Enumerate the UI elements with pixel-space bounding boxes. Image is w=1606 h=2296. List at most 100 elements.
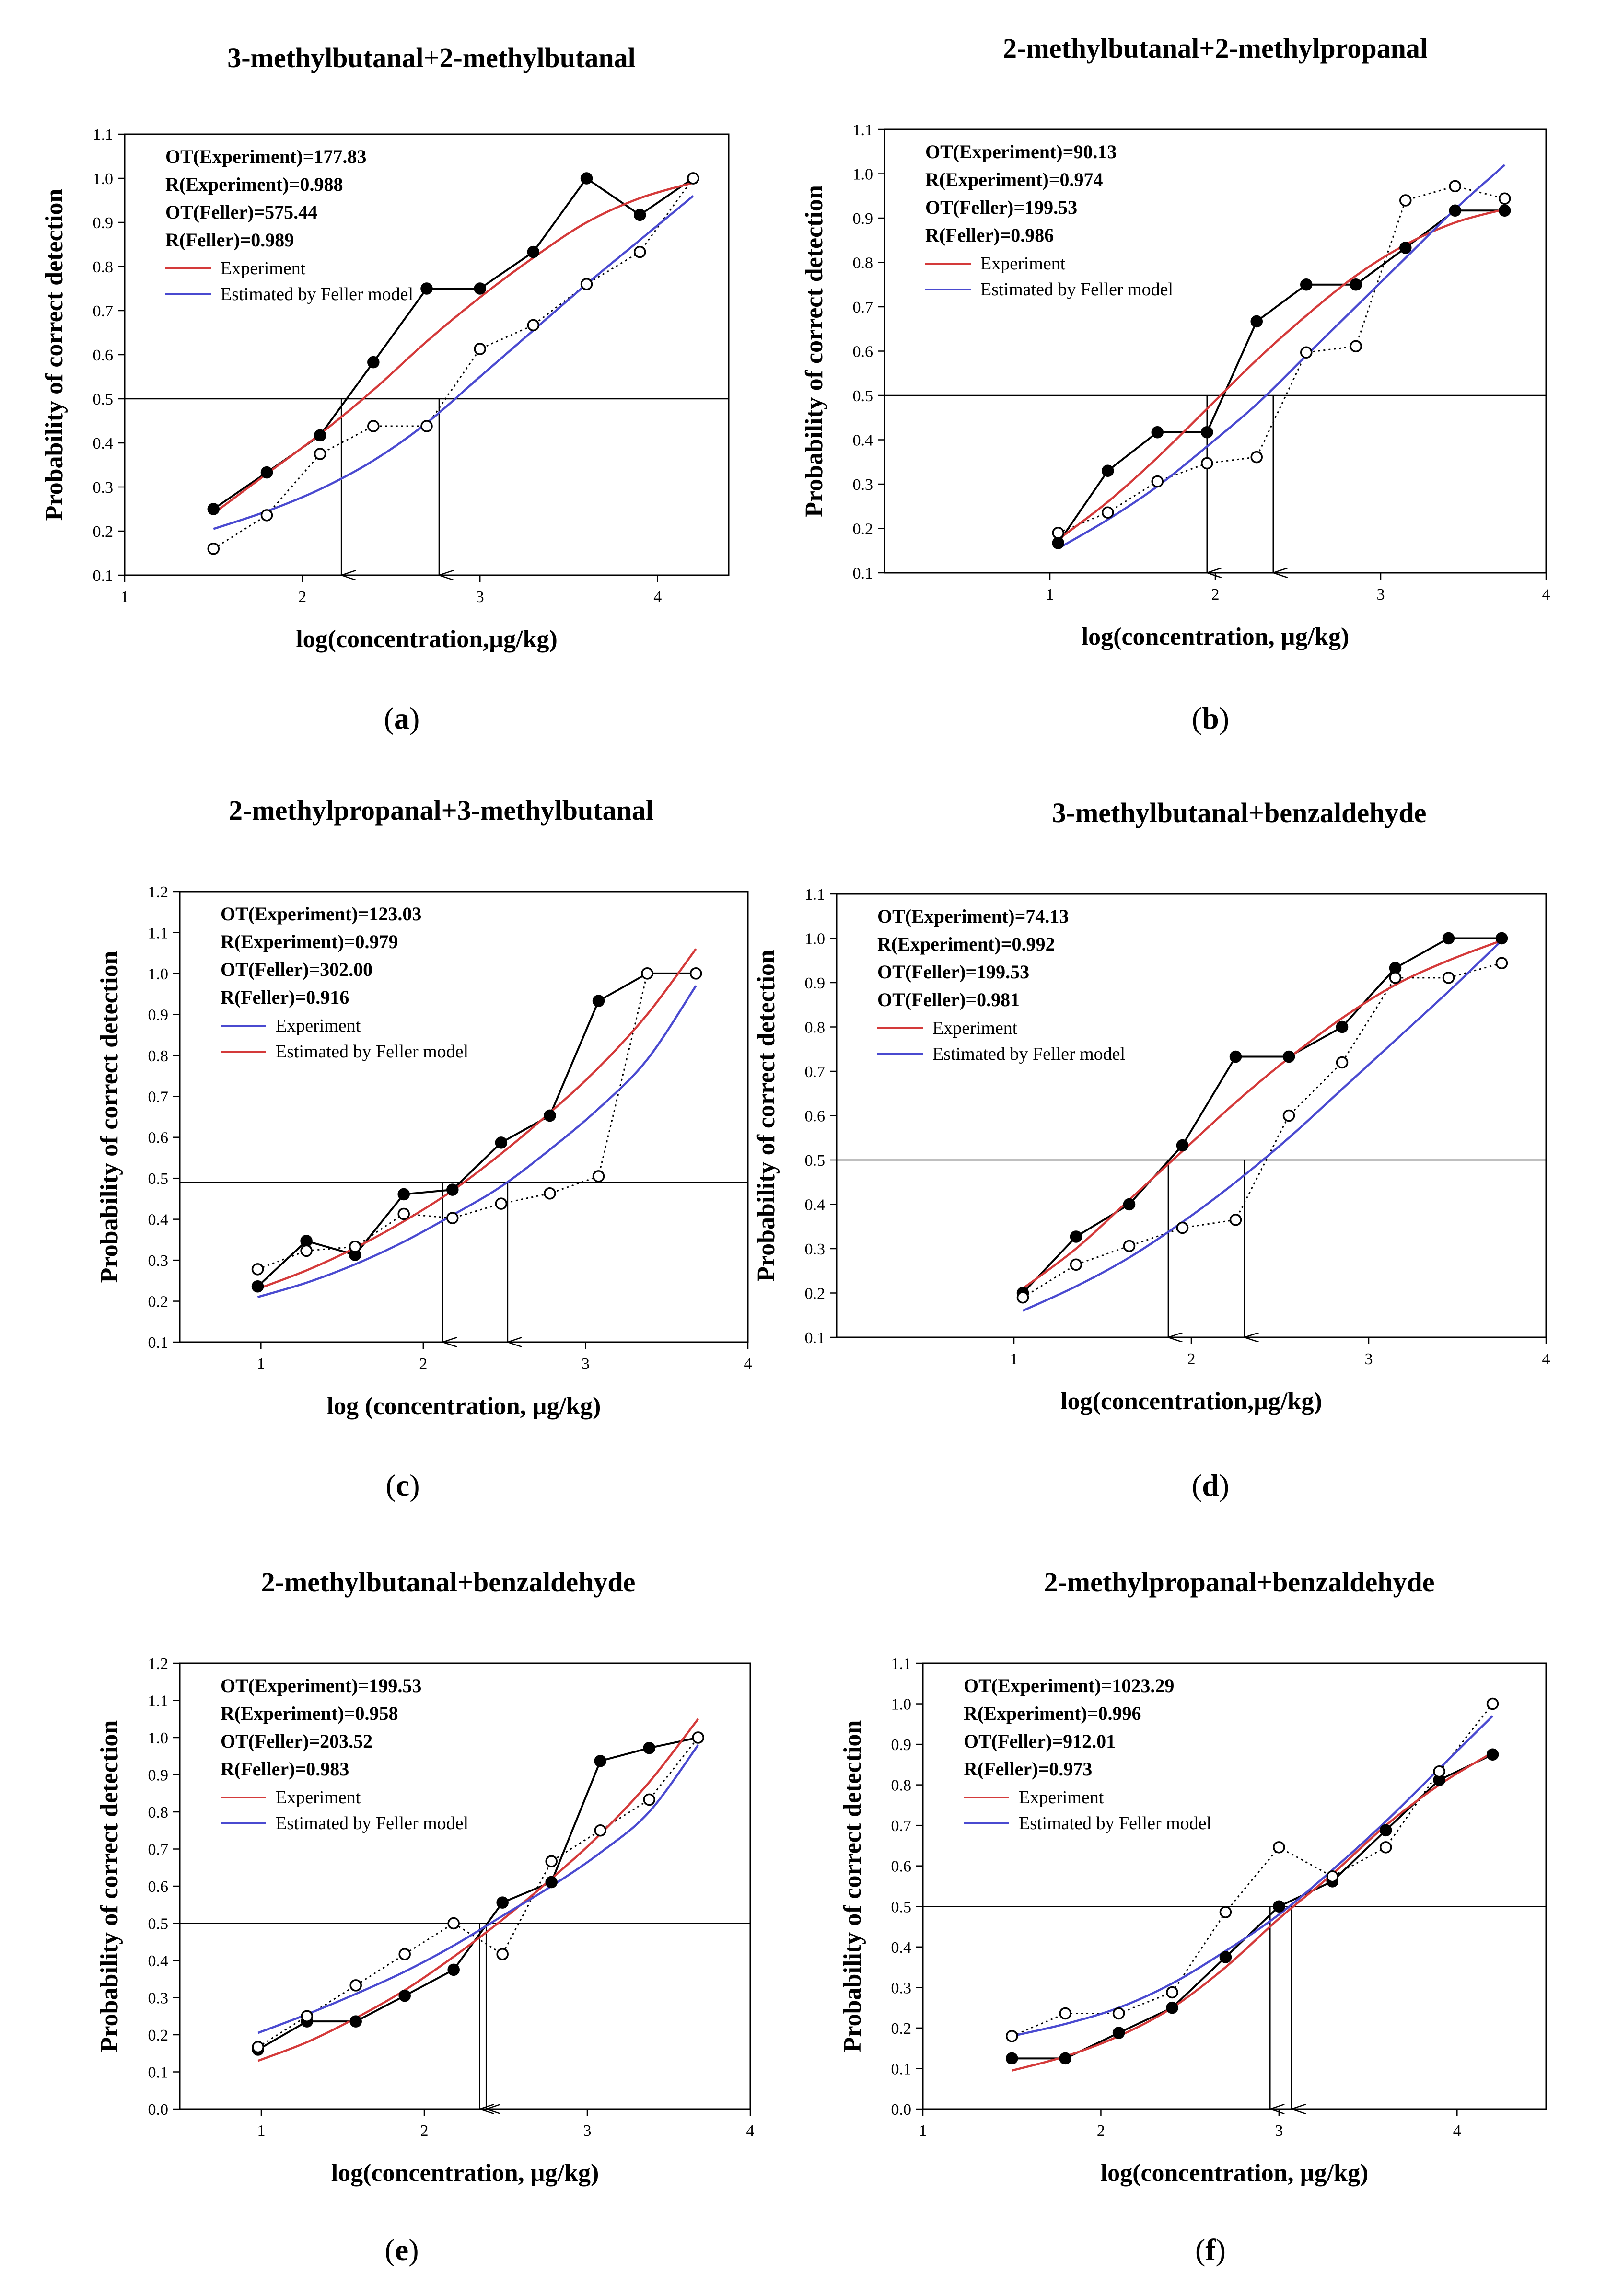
x-tick-label: 1 [919,2122,927,2140]
y-tick-label: 0.9 [853,210,873,228]
data-point-open [474,343,486,355]
panel-label: (f) [1195,2233,1226,2267]
legend-label: Estimated by Feller model [221,284,413,304]
y-tick-label: 0.4 [148,1952,169,1970]
data-point-filled [1350,278,1362,291]
data-point-open [1336,1056,1349,1069]
stat-line: OT(Feller)=575.44 [165,201,317,223]
chart-title: 2-methylbutanal+2-methylpropanal [1003,33,1428,64]
plot-frame [179,891,749,1343]
chart-title: 3-methylbutanal+benzaldehyde [1052,797,1427,828]
data-point-filled [474,282,486,295]
y-tick-label: 0.7 [148,1841,169,1859]
y-tick-label: 0.4 [148,1211,169,1229]
data-point-filled [1399,242,1412,254]
x-tick-label: 2 [420,2122,429,2140]
data-point-open [1219,1906,1232,1918]
data-point-open [1486,1697,1499,1710]
y-tick-label: 0.8 [93,258,114,276]
data-point-open [1102,506,1114,519]
stat-line: OT(Experiment)=74.13 [877,905,1069,927]
chart-title: 3-methylbutanal+2-methylbutanal [227,42,636,73]
chart-panel-b: 2-methylbutanal+2-methylpropanal 0.1 0.2 0.… [801,33,1550,735]
data-point-open [301,2010,313,2022]
y-tick-label: 0.2 [93,523,114,541]
stat-line: OT(Feller)=302.00 [221,959,372,980]
data-point-open [1326,1870,1339,1883]
fit-curve-3 [257,948,697,1290]
y-tick-label: 1.1 [853,121,873,139]
y-tick-label: 0.8 [805,1019,826,1037]
y-tick-label: 0.8 [853,255,873,272]
data-point-filled [544,1109,556,1122]
x-tick-label: 1 [121,588,129,606]
x-axis-label: log(concentration, µg/kg) [1082,623,1350,650]
data-point-open [207,543,220,555]
data-point-open [1176,1221,1189,1234]
data-point-open [251,1263,264,1276]
x-tick-label: 3 [583,2122,592,2140]
fit-curve-3 [1022,939,1503,1312]
data-point-open [447,1917,460,1930]
y-tick-label: 0.3 [853,476,873,494]
x-tick-label: 2 [1187,1350,1196,1368]
observed-line-1 [1058,185,1505,534]
y-tick-label: 1.0 [891,1696,912,1714]
x-tick-label: 3 [1275,2122,1283,2140]
stat-line: OT(Experiment)=90.13 [925,141,1117,162]
y-tick-label: 0.7 [148,1088,169,1106]
stat-line: R(Experiment)=0.992 [877,933,1055,955]
fit-curve-2 [1057,208,1505,541]
panel-label: (c) [385,1468,419,1502]
x-tick-label: 3 [476,588,484,606]
data-point-open [252,2041,264,2053]
x-tick-label: 4 [1542,1350,1550,1368]
y-tick-label: 0.4 [805,1196,826,1214]
observed-line-0 [257,972,696,1287]
y-tick-label: 0.9 [891,1736,912,1754]
x-tick-label: 4 [744,1355,752,1373]
y-tick-label: 0.6 [93,347,114,364]
y-tick-label: 0.4 [853,432,873,450]
y-tick-label: 0.5 [148,1170,169,1188]
chart-panel-c: 2-methylpropanal+3-methylbutanal 0.1 0.2 0.… [96,795,752,1502]
data-point-filled [1273,1900,1285,1913]
data-point-open [592,1170,605,1183]
stat-line: R(Experiment)=0.996 [964,1703,1141,1724]
x-tick-label: 1 [1046,586,1054,603]
data-point-open [420,420,433,432]
y-tick-label: 0.1 [148,2064,169,2082]
data-point-filled [1300,278,1313,291]
chart-panel-e: 2-methylbutanal+benzaldehyde 0.0 0.1 0.2 0.3… [96,1566,755,2267]
y-tick-label: 0.3 [891,1979,912,1997]
stat-line: OT(Experiment)=199.53 [221,1675,421,1696]
stat-line: OT(Experiment)=1023.29 [964,1675,1174,1696]
y-tick-label: 0.1 [805,1329,826,1347]
y-tick-label: 0.2 [148,1293,169,1311]
legend-label: Experiment [276,1787,361,1808]
y-tick-label: 0.9 [93,214,114,232]
y-tick-label: 1.0 [148,965,169,983]
data-point-filled [446,1183,459,1196]
data-point-filled [545,1876,558,1889]
data-point-filled [1379,1824,1392,1837]
fit-curve-3 [1058,164,1506,550]
observed-line-1 [257,973,696,1270]
fit-curve-2 [1012,1751,1493,2072]
data-point-open [1273,1841,1285,1854]
data-point-open [633,245,646,258]
data-point-open [1016,1291,1029,1304]
y-tick-label: 0.5 [148,1915,169,1933]
y-tick-label: 0.5 [93,391,114,408]
plot-frame [836,893,1547,1338]
y-tick-label: 0.6 [853,343,873,361]
data-point-filled [1151,426,1164,439]
data-point-open [544,1187,556,1200]
panel-label: (d) [1192,1468,1229,1502]
data-point-filled [1449,204,1461,217]
fit-curve-2 [212,182,694,515]
y-tick-label: 0.2 [148,2027,169,2044]
y-tick-label: 0.3 [148,1252,169,1270]
x-tick-label: 2 [1097,2122,1105,2140]
